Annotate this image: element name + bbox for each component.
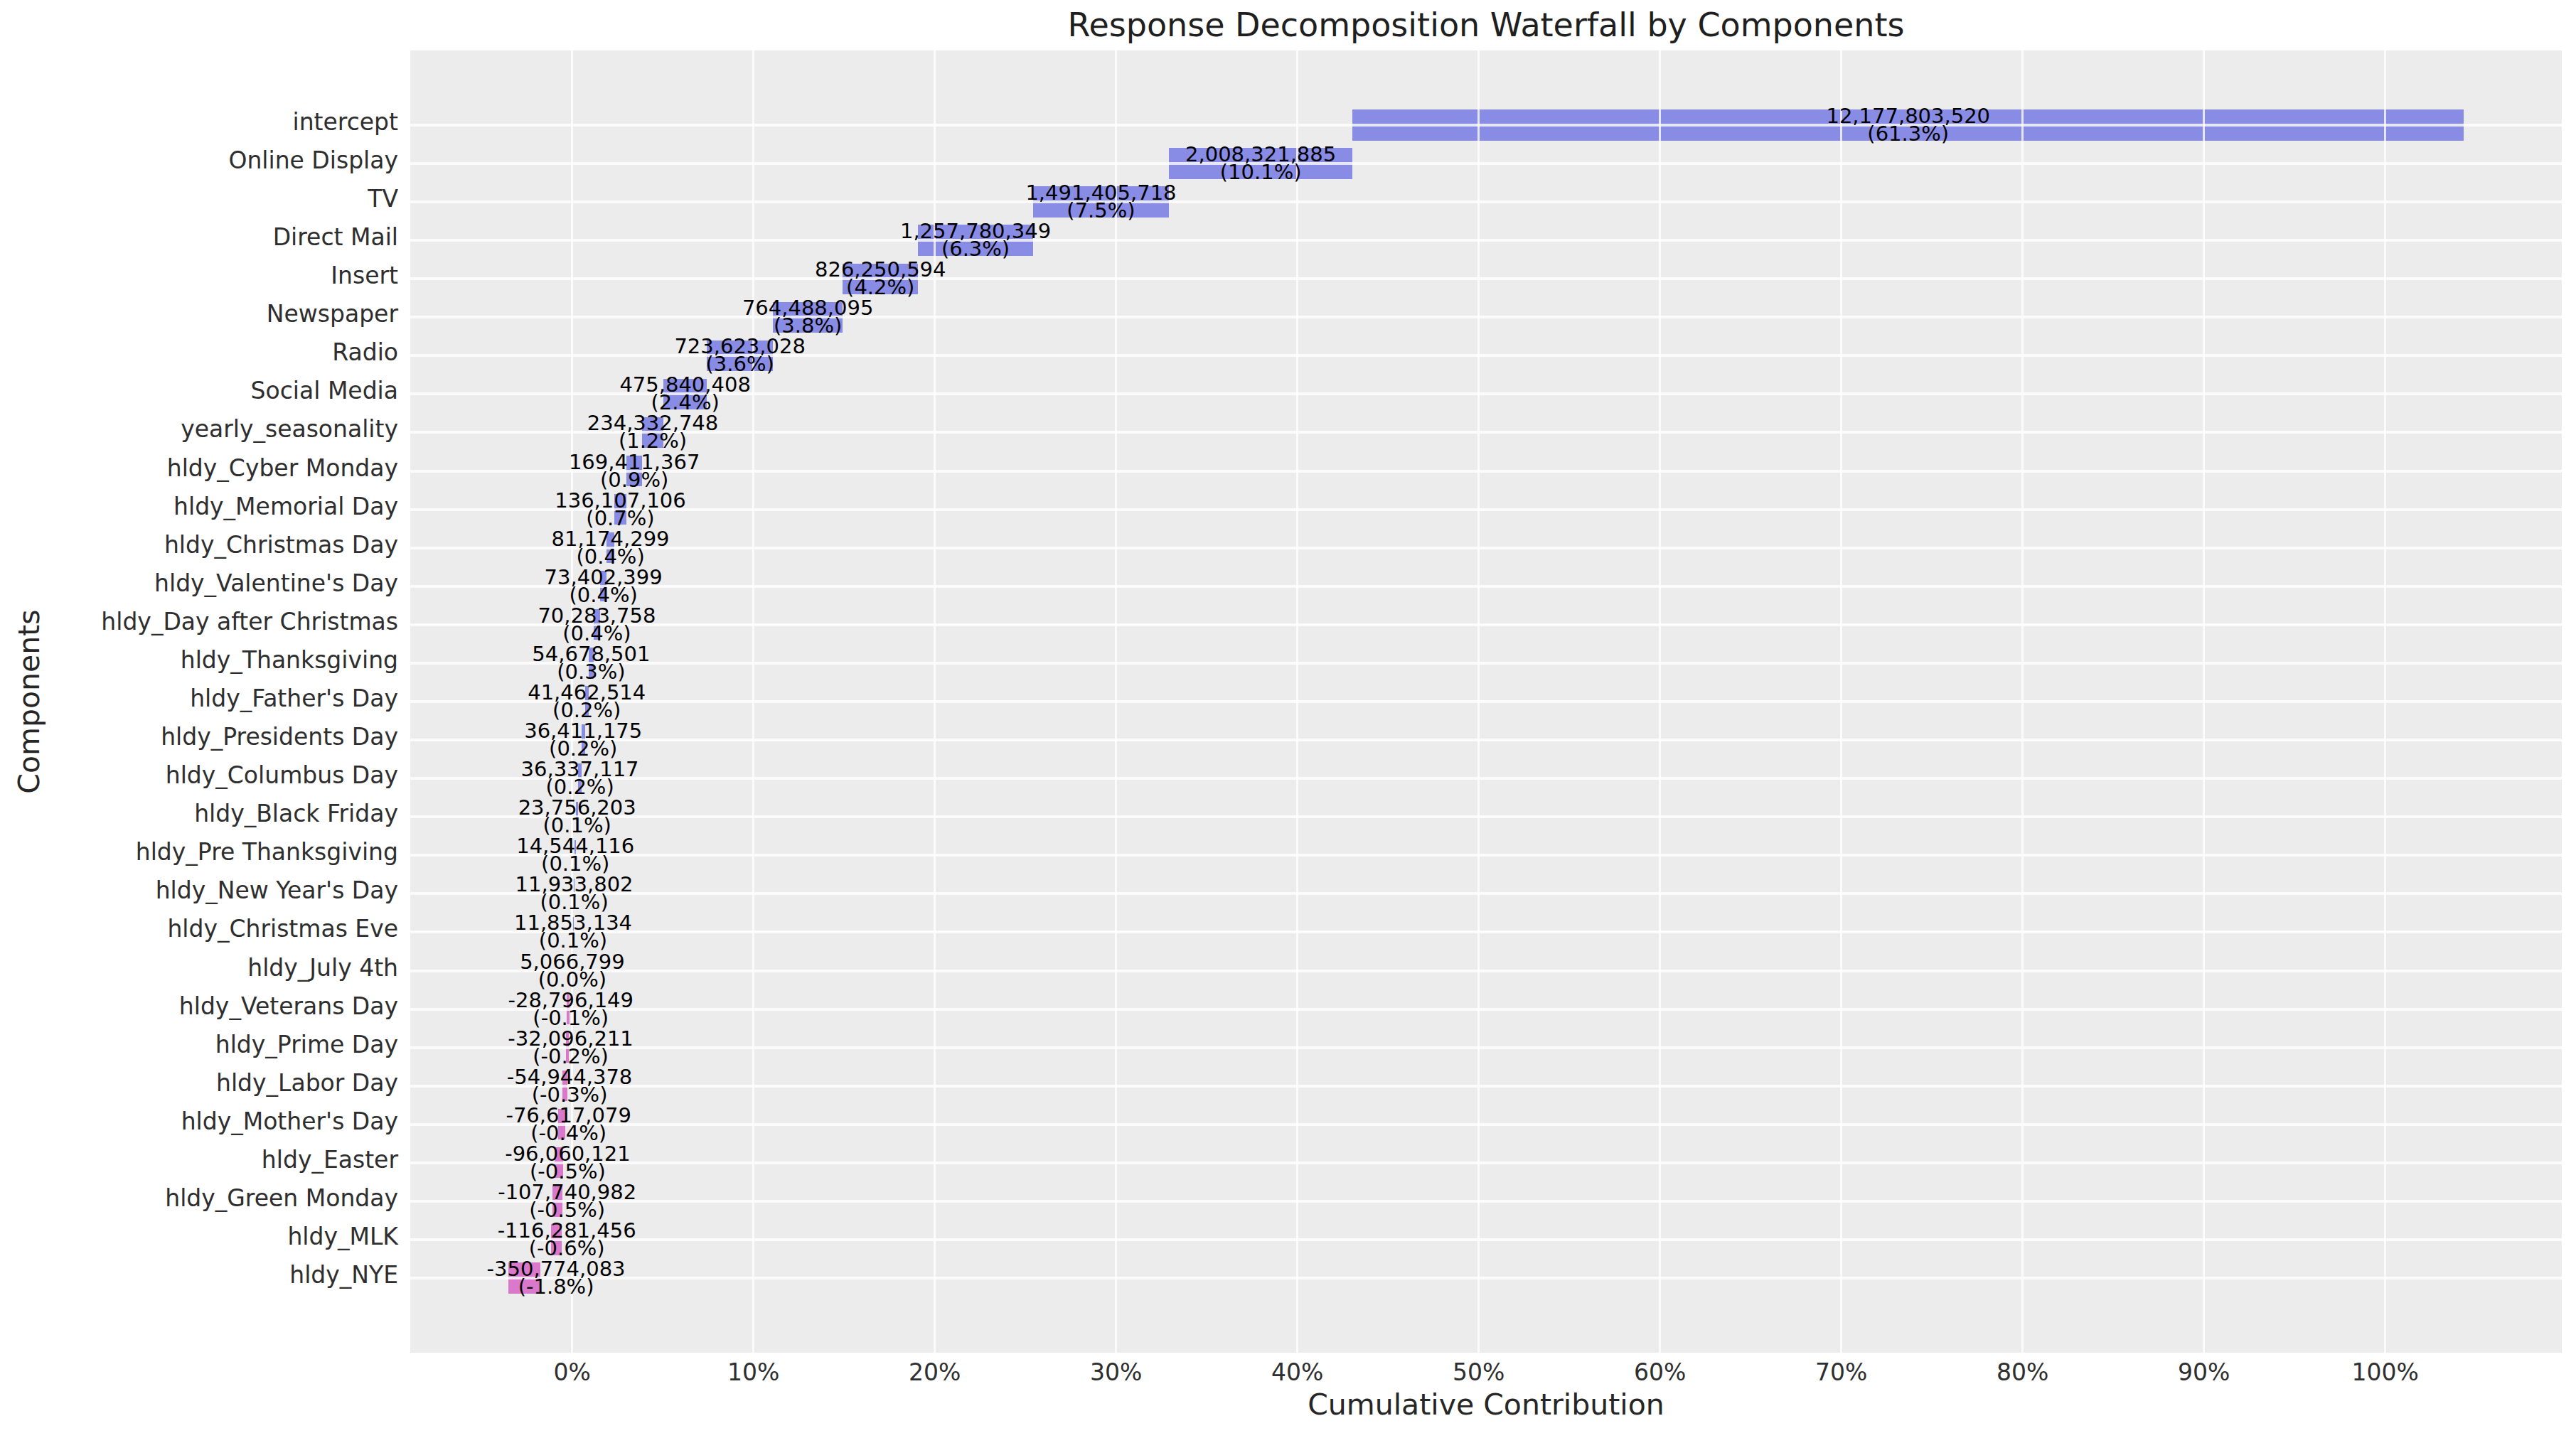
y-tick-label: hldy_Cyber Monday <box>43 454 398 482</box>
bar-value-label: -76,617,079 (-0.4%) <box>320 1107 818 1142</box>
bar-value-label: 136,107,106 (0.7%) <box>372 492 870 527</box>
x-tick-label: 0% <box>501 1358 643 1386</box>
y-tick-label: hldy_Valentine's Day <box>43 569 398 597</box>
bar-value-label: -28,796,149 (-0.1%) <box>322 992 820 1027</box>
bar-value-label: -116,281,456 (-0.6%) <box>318 1222 816 1257</box>
y-tick-label: TV <box>43 185 398 213</box>
bar-value-label: 234,332,748 (1.2%) <box>404 414 902 450</box>
x-tick-label: 60% <box>1589 1358 1731 1386</box>
waterfall-chart: Response Decomposition Waterfall by Comp… <box>0 0 2576 1438</box>
bar-value-label: 11,853,134 (0.1%) <box>324 914 822 950</box>
bar-value-label: 169,411,367 (0.9%) <box>385 454 883 489</box>
y-tick-label: hldy_Memorial Day <box>43 493 398 520</box>
y-gridline <box>410 200 2562 203</box>
x-tick-label: 30% <box>1045 1358 1187 1386</box>
bar-value-label: 14,544,116 (0.1%) <box>326 837 824 873</box>
bar-value-label: -54,944,378 (-0.3%) <box>321 1068 818 1104</box>
bar-value-label: 1,491,405,718 (7.5%) <box>853 184 1350 220</box>
bar-value-label: -96,060,121 (-0.5%) <box>319 1145 816 1181</box>
y-tick-label: intercept <box>43 108 398 136</box>
bar-value-label: -32,096,211 (-0.2%) <box>322 1030 820 1066</box>
x-tick-label: 70% <box>1770 1358 1913 1386</box>
x-tick-label: 10% <box>683 1358 825 1386</box>
bar-value-label: 36,411,175 (0.2%) <box>334 722 832 758</box>
bar-value-label: -107,740,982 (-0.5%) <box>319 1184 816 1219</box>
bar-value-label: 764,488,095 (3.8%) <box>559 299 1057 335</box>
bar-value-label: 36,337,117 (0.2%) <box>331 761 829 796</box>
y-tick-label: Newspaper <box>43 300 398 328</box>
bar-value-label: 5,066,799 (0.0%) <box>324 953 821 989</box>
y-axis-label: Components <box>12 609 46 793</box>
bar-value-label: -350,774,083 (-1.8%) <box>307 1260 805 1296</box>
y-tick-label: hldy_Christmas Day <box>43 531 398 559</box>
y-tick-label: Direct Mail <box>43 223 398 251</box>
bar-value-label: 2,008,321,885 (10.1%) <box>1012 146 1509 181</box>
bar-value-label: 723,623,028 (3.6%) <box>491 338 989 373</box>
bar-value-label: 41,462,514 (0.2%) <box>338 684 835 719</box>
y-tick-label: Radio <box>43 338 398 366</box>
y-tick-label: hldy_Day after Christmas <box>43 608 398 635</box>
x-tick-label: 80% <box>1952 1358 2094 1386</box>
x-axis-label: Cumulative Contribution <box>410 1388 2562 1422</box>
bar-value-label: 54,678,501 (0.3%) <box>342 645 840 681</box>
bar-value-label: 23,756,203 (0.1%) <box>328 799 826 835</box>
y-gridline <box>410 124 2562 127</box>
bar-value-label: 1,257,780,349 (6.3%) <box>727 222 1224 258</box>
bar-value-label: 11,933,802 (0.1%) <box>326 876 823 911</box>
y-tick-label: yearly_seasonality <box>43 415 398 443</box>
x-tick-label: 100% <box>2314 1358 2457 1386</box>
bar-value-label: 81,174,299 (0.4%) <box>362 530 860 566</box>
bar-value-label: 826,250,594 (4.2%) <box>631 261 1129 296</box>
chart-title: Response Decomposition Waterfall by Comp… <box>410 6 2562 44</box>
x-tick-label: 90% <box>2133 1358 2275 1386</box>
y-tick-label: Online Display <box>43 146 398 174</box>
bar-value-label: 73,402,399 (0.4%) <box>355 569 853 604</box>
x-tick-label: 40% <box>1226 1358 1369 1386</box>
x-tick-label: 50% <box>1408 1358 1550 1386</box>
y-tick-label: Social Media <box>43 377 398 404</box>
bar-value-label: 475,840,408 (2.4%) <box>437 376 934 412</box>
bar-value-label: 12,177,803,520 (61.3%) <box>1660 107 2157 143</box>
x-tick-label: 20% <box>864 1358 1006 1386</box>
bar-value-label: 70,283,758 (0.4%) <box>348 607 845 643</box>
y-tick-label: Insert <box>43 262 398 289</box>
